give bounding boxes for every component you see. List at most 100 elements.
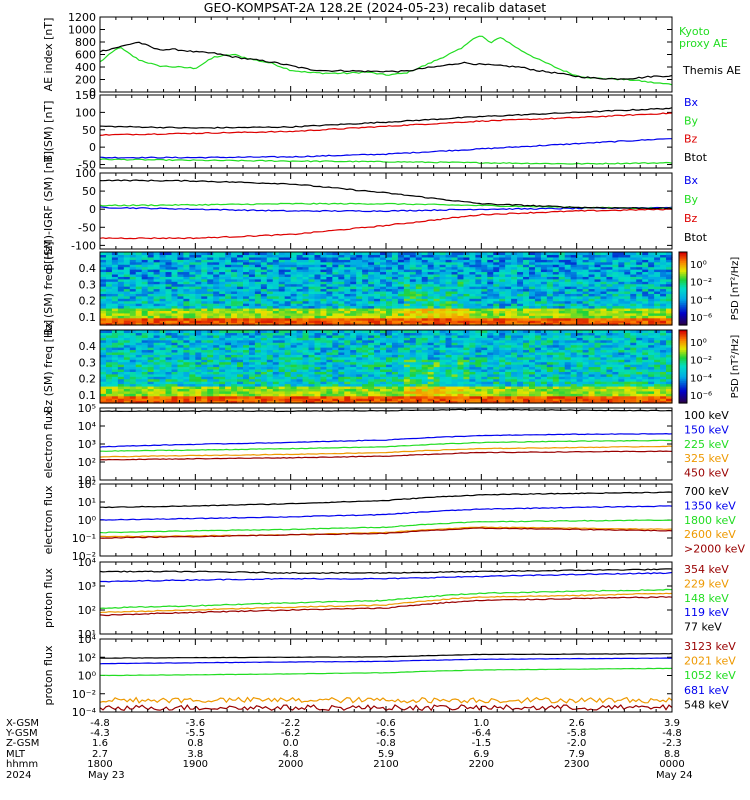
spectrogram-cell — [111, 349, 119, 353]
spectrogram-cell — [308, 334, 316, 338]
spectrogram-cell — [254, 261, 262, 265]
spectrogram-cell — [570, 307, 578, 311]
spectrogram-cell — [225, 256, 232, 260]
spectrogram-cell — [272, 361, 280, 365]
spectrogram-cell — [397, 276, 405, 280]
spectrogram-cell — [564, 256, 572, 260]
spectrogram-cell — [266, 271, 274, 275]
spectrogram-cell — [648, 322, 655, 326]
spectrogram-cell — [111, 293, 119, 297]
spectrogram-cell — [195, 293, 202, 297]
spectrogram-cell — [135, 281, 143, 285]
spectrogram-cell — [237, 288, 244, 292]
spectrogram-cell — [380, 269, 387, 273]
spectrogram-cell — [344, 271, 351, 275]
spectrogram-cell — [129, 271, 137, 275]
spectrogram-cell — [272, 269, 280, 273]
spectrogram-cell — [123, 283, 131, 287]
spectrogram-cell — [100, 330, 107, 334]
y-tick-label: 0.1 — [79, 389, 97, 402]
spectrogram-cell — [368, 293, 375, 297]
spectrogram-cell — [153, 288, 161, 292]
spectrogram-cell — [505, 286, 512, 290]
spectrogram-cell — [111, 273, 119, 277]
spectrogram-cell — [183, 288, 190, 292]
spectrogram-cell — [642, 303, 649, 307]
spectrogram-cell — [660, 300, 667, 304]
spectrogram-cell — [129, 320, 137, 324]
spectrogram-cell — [207, 266, 214, 270]
spectrogram-cell — [540, 266, 548, 270]
spectrogram-cell — [415, 376, 423, 380]
spectrogram-cell — [153, 298, 161, 302]
spectrogram-cell — [391, 283, 399, 287]
spectrogram-cell — [362, 347, 369, 351]
spectrogram-cell — [296, 390, 304, 394]
spectrogram-cell — [523, 305, 530, 309]
spectrogram-cell — [570, 266, 578, 270]
spectrogram-cell — [540, 305, 548, 309]
spectrogram-cell — [421, 307, 429, 311]
spectrogram-cell — [439, 276, 447, 280]
spectrogram-cell — [284, 395, 292, 399]
spectrogram-cell — [433, 293, 441, 297]
spectrogram-cell — [463, 278, 471, 282]
spectrogram-cell — [368, 300, 375, 304]
spectrogram-cell — [362, 305, 369, 309]
spectrogram-cell — [391, 351, 399, 355]
spectrogram-cell — [386, 298, 393, 302]
spectrogram-cell — [534, 317, 542, 321]
spectrogram-cell — [380, 276, 387, 280]
spectrogram-cell — [558, 266, 566, 270]
spectrogram-cell — [415, 259, 423, 263]
spectrogram-cell — [582, 293, 590, 297]
spectrogram-cell — [403, 303, 411, 307]
spectrogram-cell — [165, 359, 173, 363]
spectrogram-cell — [582, 288, 590, 292]
spectrogram-cell — [302, 376, 310, 380]
spectrogram-cell — [231, 398, 238, 402]
spectrogram-cell — [433, 307, 441, 311]
spectrogram-cell — [308, 376, 316, 380]
spectrogram-cell — [499, 320, 506, 324]
spectrogram-cell — [100, 278, 107, 282]
spectrogram-cell — [314, 344, 322, 348]
spectrogram-cell — [135, 276, 143, 280]
spectrogram-cell — [266, 344, 274, 348]
spectrogram-cell — [213, 261, 220, 265]
spectrogram-cell — [278, 332, 286, 336]
spectrogram-cell — [296, 361, 304, 365]
spectrogram-cell — [433, 259, 441, 263]
spectrogram-cell — [534, 252, 542, 256]
spectrogram-cell — [296, 383, 304, 387]
spectrogram-cell — [397, 322, 405, 326]
spectrogram-cell — [237, 395, 244, 399]
spectrogram-cell — [284, 368, 292, 372]
spectrogram-cell — [117, 366, 125, 370]
spectrogram-cell — [481, 281, 488, 285]
y-tick-label: 0.4 — [79, 340, 97, 353]
spectrogram-cell — [463, 305, 471, 309]
spectrogram-cell — [564, 259, 572, 263]
spectrogram-cell — [630, 276, 637, 280]
spectrogram-cell — [326, 334, 333, 338]
spectrogram-cell — [272, 276, 280, 280]
spectrogram-cell — [159, 305, 167, 309]
spectrogram-cell — [278, 378, 286, 382]
spectrogram-cell — [165, 290, 173, 294]
spectrogram-cell — [511, 286, 518, 290]
spectrogram-cell — [308, 281, 316, 285]
spectrogram-cell — [332, 286, 339, 290]
spectrogram-cell — [475, 290, 482, 294]
spectrogram-cell — [338, 322, 345, 326]
spectrogram-cell — [612, 269, 619, 273]
spectrogram-cell — [630, 286, 637, 290]
spectrogram-cell — [415, 366, 423, 370]
spectrogram-cell — [666, 256, 673, 260]
spectrogram-cell — [529, 303, 536, 307]
spectrogram-cell — [260, 303, 268, 307]
spectrogram-cell — [201, 388, 208, 392]
spectrogram-cell — [481, 295, 488, 299]
spectrogram-cell — [570, 283, 578, 287]
spectrogram-cell — [505, 322, 512, 326]
